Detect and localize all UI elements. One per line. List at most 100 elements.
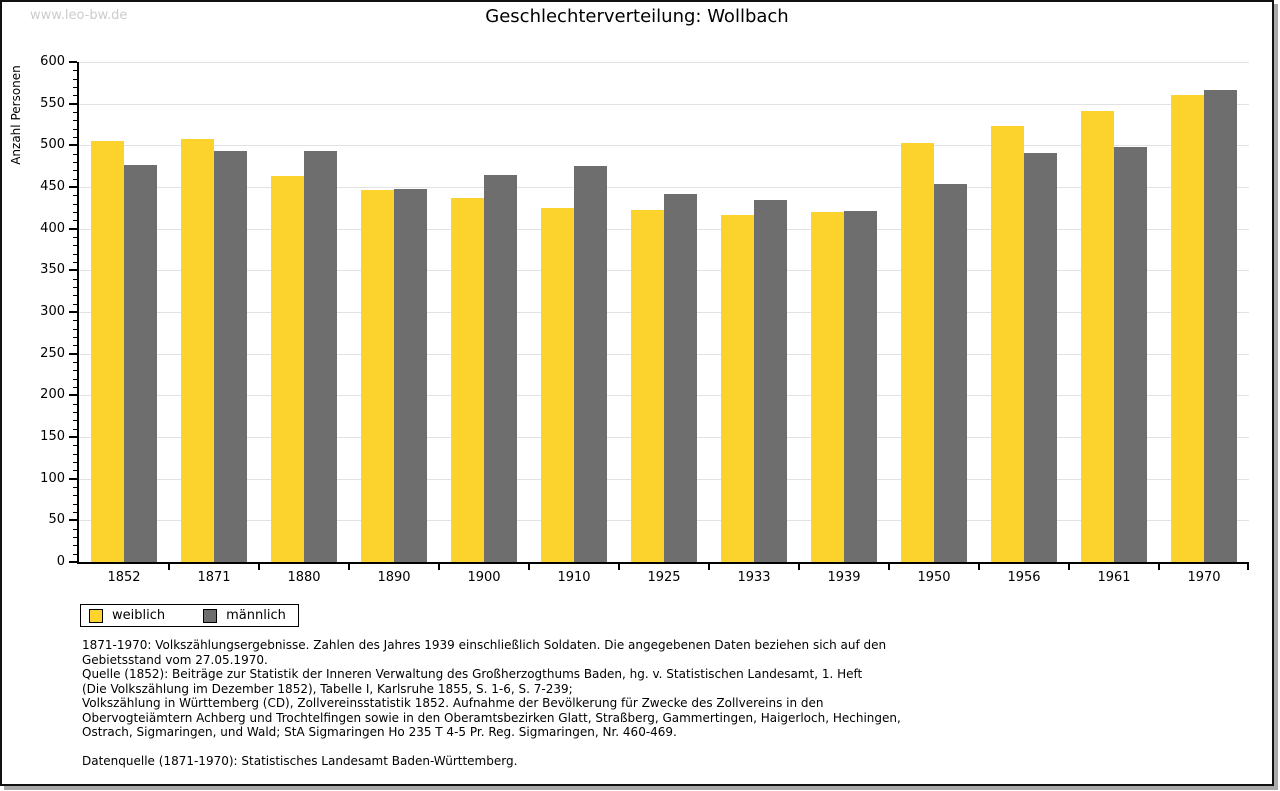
y-minor-tick [73, 470, 77, 472]
gridline [79, 62, 1249, 63]
chart-title: Geschlechterverteilung: Wollbach [485, 6, 789, 27]
bar-weiblich [541, 207, 574, 562]
y-minor-tick [73, 153, 77, 155]
y-minor-tick [73, 87, 77, 88]
y-minor-tick [73, 512, 77, 513]
bar-weiblich [271, 176, 304, 562]
y-major-tick [69, 311, 77, 313]
y-minor-tick [73, 95, 77, 97]
x-tick-label: 1950 [917, 570, 951, 585]
y-minor-tick [73, 203, 77, 205]
bar-group [979, 62, 1069, 562]
bar-männlich [484, 175, 517, 562]
y-minor-tick [73, 487, 77, 488]
bar-group [529, 62, 619, 562]
bar-group [619, 62, 709, 562]
bar-weiblich [991, 126, 1024, 562]
bar-group [439, 62, 529, 562]
y-axis-title: Anzahl Personen [9, 65, 23, 165]
y-major-tick [69, 436, 77, 438]
legend-label-weiblich: weiblich [112, 608, 166, 623]
bar-group [889, 62, 979, 562]
bar-weiblich [1081, 111, 1114, 562]
y-minor-tick [73, 137, 77, 138]
y-minor-tick [73, 328, 77, 330]
y-minor-tick [73, 295, 77, 297]
y-major-tick [69, 227, 77, 230]
legend-item-weiblich: weiblich [89, 608, 165, 623]
x-tick-label: 1933 [737, 570, 771, 585]
y-minor-tick [73, 503, 77, 505]
x-tick-label: 1961 [1097, 570, 1131, 585]
legend-swatch-maennlich [203, 608, 218, 623]
bar-männlich [664, 193, 697, 562]
y-minor-tick [73, 195, 77, 197]
x-boundary-tick [618, 564, 620, 570]
legend: weiblich männlich [80, 604, 299, 627]
bar-group [799, 62, 889, 562]
y-minor-tick [73, 378, 77, 380]
y-tick-label: 50 [48, 512, 65, 528]
x-boundary-tick [168, 564, 170, 570]
bar-weiblich [811, 212, 844, 562]
y-minor-tick [73, 420, 77, 422]
y-tick-label: 600 [40, 54, 65, 69]
y-minor-tick [73, 287, 77, 288]
bar-weiblich [721, 215, 754, 562]
gridline [79, 145, 1249, 147]
y-minor-tick [73, 337, 77, 338]
y-tick-label: 200 [40, 387, 65, 403]
y-major-tick [69, 561, 77, 563]
y-minor-tick [73, 345, 77, 347]
bar-group [1069, 62, 1159, 562]
y-minor-tick [73, 262, 77, 263]
y-minor-tick [73, 370, 77, 372]
y-minor-tick [73, 445, 77, 447]
gridline [79, 103, 1249, 105]
y-minor-tick [73, 120, 77, 122]
y-tick-label: 500 [40, 137, 65, 153]
bar-männlich [1114, 147, 1147, 562]
bar-männlich [394, 188, 427, 562]
source-note-line: Volkszählung in Württemberg (CD), Zollve… [82, 696, 824, 710]
y-minor-tick [73, 362, 77, 363]
x-boundary-tick [888, 564, 890, 570]
bar-männlich [1204, 89, 1237, 562]
y-minor-tick [73, 553, 77, 555]
source-notes: 1871-1970: Volkszählungsergebnisse. Zahl… [82, 638, 932, 768]
source-note-line: (Die Volkszählung im Dezember 1852), Tab… [82, 681, 573, 696]
bar-weiblich [361, 189, 394, 562]
x-tick-label: 1956 [1007, 570, 1041, 585]
bar-männlich [934, 183, 967, 562]
y-minor-tick [73, 320, 77, 322]
x-tick-label: 1852 [107, 570, 141, 585]
y-minor-tick [73, 178, 77, 180]
watermark: www.leo-bw.de [30, 8, 128, 23]
y-minor-tick [73, 495, 77, 497]
y-minor-tick [73, 70, 77, 72]
y-minor-tick [73, 253, 77, 255]
source-note-line: Ostrach, Sigmaringen, und Wald; StA Sigm… [82, 725, 677, 739]
x-boundary-tick [348, 564, 350, 570]
bar-männlich [1024, 152, 1057, 562]
x-tick-label: 1925 [647, 570, 681, 585]
x-tick-label: 1900 [467, 570, 501, 585]
x-tick-label: 1970 [1187, 570, 1221, 585]
y-minor-tick [73, 462, 77, 463]
source-note-line: Obervogteiämtern Achberg und Trochtelfin… [82, 710, 901, 725]
y-minor-tick [73, 545, 77, 547]
y-minor-tick [73, 412, 77, 413]
y-minor-tick [73, 428, 77, 430]
bar-männlich [304, 151, 337, 562]
bar-männlich [754, 199, 787, 562]
y-minor-tick [73, 245, 77, 247]
bar-weiblich [901, 142, 934, 562]
y-major-tick [69, 102, 77, 105]
y-minor-tick [73, 162, 77, 163]
x-boundary-tick [258, 564, 260, 570]
y-minor-tick [73, 112, 77, 113]
source-note-line: Quelle (1852): Beiträge zur Statistik de… [82, 667, 863, 681]
y-major-tick [69, 269, 77, 272]
y-minor-tick [73, 303, 77, 305]
